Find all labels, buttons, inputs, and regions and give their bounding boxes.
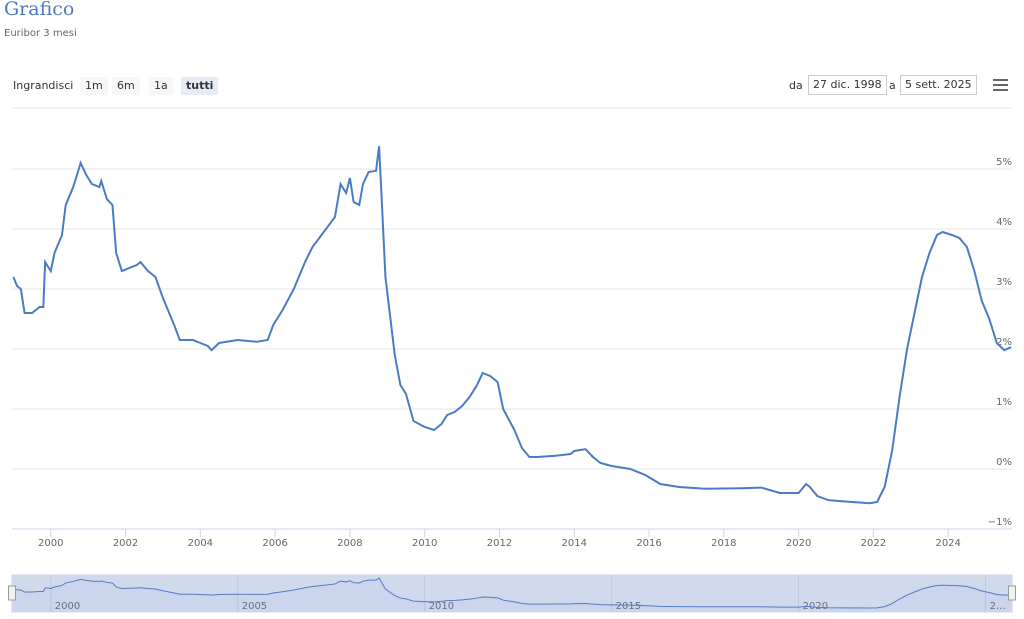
range-button[interactable]: 6m	[112, 77, 140, 95]
from-input[interactable]: 27 dic. 1998	[808, 75, 887, 95]
from-label: da	[789, 79, 803, 92]
subtitle: Euribor 3 mesi	[4, 28, 77, 39]
x-tick-label: 2010	[412, 538, 437, 549]
navigator-area	[13, 578, 1012, 612]
navigator-tick-label: 2010	[429, 601, 454, 612]
y-tick-label: −1%	[988, 517, 1012, 528]
navigator-tick-label: 2005	[242, 601, 267, 612]
x-tick-label: 2018	[711, 538, 736, 549]
navigator-handle[interactable]	[8, 585, 16, 601]
x-tick-label: 2022	[861, 538, 886, 549]
menu-icon[interactable]	[993, 79, 1008, 91]
navigator-tick-label: 2020	[803, 601, 828, 612]
navigator-tick-label: 2000	[55, 601, 80, 612]
y-tick-label: 1%	[996, 397, 1012, 408]
y-tick-label: 2%	[996, 337, 1012, 348]
title: Grafico	[4, 0, 75, 20]
to-label: a	[889, 79, 896, 92]
series-line	[12, 146, 1012, 505]
navigator-outline	[11, 574, 1013, 613]
range-button[interactable]: tutti	[181, 77, 219, 95]
y-tick-label: 3%	[996, 277, 1012, 288]
navigator-handle[interactable]	[1008, 585, 1016, 601]
y-tick-label: 0%	[996, 457, 1012, 468]
x-tick-label: 2002	[113, 538, 138, 549]
y-tick-label: 4%	[996, 217, 1012, 228]
y-tick-label: 5%	[996, 157, 1012, 168]
x-tick-label: 2000	[38, 538, 63, 549]
navigator-selection	[11, 574, 1013, 613]
range-button[interactable]: 1m	[80, 77, 108, 95]
x-tick-label: 2006	[262, 538, 287, 549]
to-input[interactable]: 5 sett. 2025	[900, 75, 977, 95]
x-tick-label: 2020	[786, 538, 811, 549]
navigator-tick-label: 2015	[616, 601, 641, 612]
navigator-line	[13, 577, 1012, 609]
navigator-tick-label: 2…	[990, 601, 1006, 612]
x-tick-label: 2008	[337, 538, 362, 549]
x-tick-label: 2016	[636, 538, 661, 549]
x-tick-label: 2014	[562, 538, 587, 549]
zoom-label: Ingrandisci	[13, 79, 74, 92]
x-tick-label: 2024	[935, 538, 960, 549]
range-button[interactable]: 1a	[149, 77, 173, 95]
x-tick-label: 2012	[487, 538, 512, 549]
x-tick-label: 2004	[188, 538, 213, 549]
